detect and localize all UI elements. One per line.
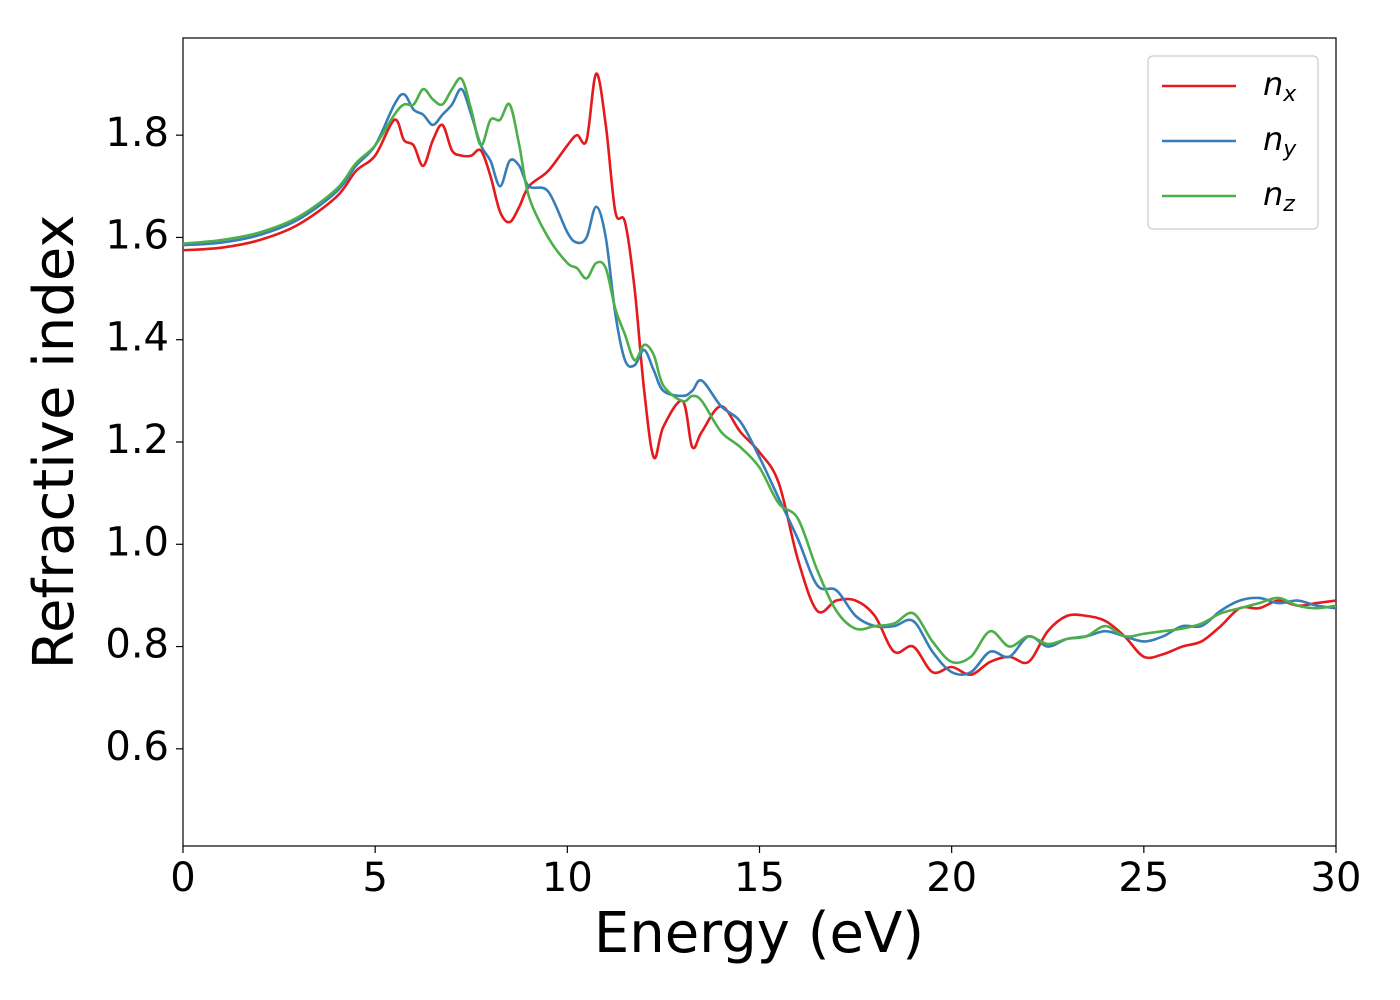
legend-label: nx	[1263, 65, 1297, 107]
y-tick-label: 1.0	[105, 519, 169, 565]
x-tick-label: 5	[362, 855, 387, 901]
y-tick-label: 1.2	[105, 417, 169, 463]
legend-box	[1147, 55, 1319, 230]
legend-label: ny	[1263, 120, 1297, 162]
y-axis-label: Refractive index	[22, 215, 87, 670]
x-tick-label: 30	[1311, 855, 1362, 901]
legend-label: nz	[1263, 175, 1295, 217]
x-tick-label: 20	[926, 855, 977, 901]
x-tick-label: 25	[1118, 855, 1169, 901]
y-tick-label: 1.4	[105, 315, 169, 361]
x-tick-label: 15	[734, 855, 785, 901]
x-tick-label: 0	[170, 855, 195, 901]
y-tick-label: 0.6	[105, 724, 169, 770]
series-line	[183, 87, 1336, 676]
plot-lines	[183, 72, 1336, 676]
x-tick-label: 10	[542, 855, 593, 901]
y-tick-label: 1.8	[105, 110, 169, 156]
x-axis-label: Energy (eV)	[594, 901, 924, 966]
y-tick-label: 1.6	[105, 212, 169, 258]
series-line	[183, 76, 1336, 665]
y-tick-label: 0.8	[105, 622, 169, 668]
